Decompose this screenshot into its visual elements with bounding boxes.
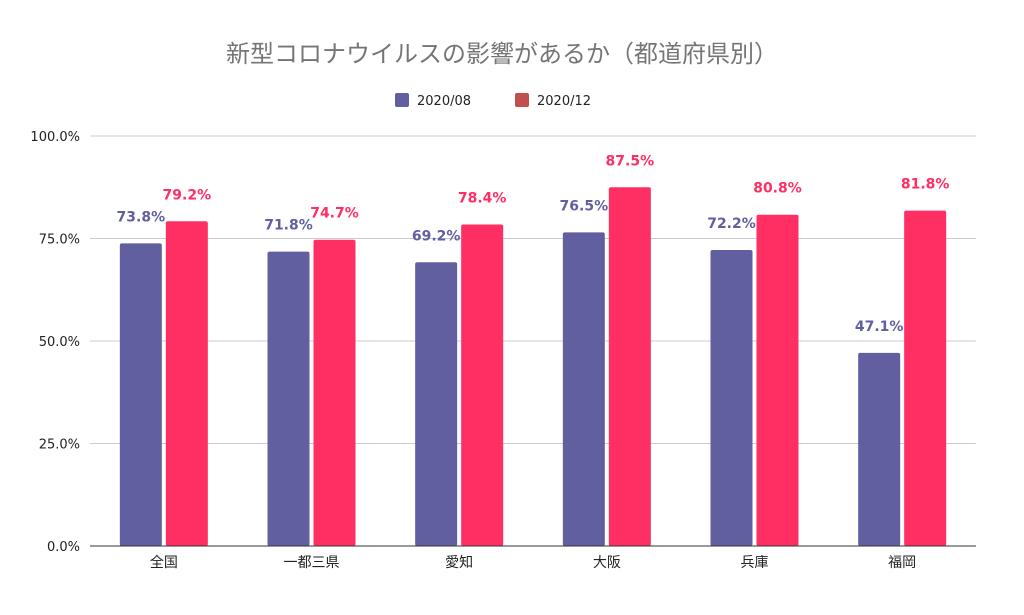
bars [119, 187, 947, 547]
chart-title: 新型コロナウイルスの影響があるか（都道府県別） [226, 40, 778, 68]
data-labels: 73.8% 79.2% 71.8%74.7% 69.2% 78.4% 76.5% 87.5%… [117, 153, 950, 335]
legend-swatch-series-1 [395, 93, 409, 107]
bar-series-1 [710, 249, 753, 547]
bar-series-2 [608, 187, 651, 546]
bar-series-2 [165, 221, 208, 546]
y-axis-ticks: 0.0% 25.0% 50.0% 75.0% 100.0% [30, 130, 80, 555]
legend-label-series-1: 2020/08 [417, 94, 471, 109]
x-category-label: 愛知 [445, 554, 473, 571]
data-label-series-2: 74.7% [310, 206, 359, 222]
data-label-series-2: 81.8% [901, 177, 950, 193]
x-category-label: 全国 [150, 554, 178, 571]
data-label-series-1: 72.2% [707, 216, 756, 232]
x-axis-categories: 全国 一都三県 愛知 大阪 兵庫 福岡 [150, 554, 916, 571]
data-label-series-1: 69.2% [412, 228, 461, 244]
data-label-series-2: 79.2% [163, 187, 212, 203]
bar-series-1 [119, 243, 162, 547]
bar-series-2 [313, 239, 356, 547]
bar-series-1 [415, 262, 458, 546]
legend-label-series-2: 2020/12 [537, 94, 591, 109]
bar-series-2 [461, 224, 504, 546]
data-label-series-1: 73.8% [117, 209, 166, 225]
bar-series-2 [904, 210, 947, 546]
bar-series-1 [562, 232, 605, 546]
x-category-label: 兵庫 [741, 554, 769, 571]
y-tick-label: 75.0% [39, 233, 80, 248]
y-tick-label: 0.0% [47, 540, 80, 555]
data-label-series-2: 87.5% [606, 153, 655, 169]
gridlines [90, 135, 976, 444]
data-label-series-1: 71.8% [264, 218, 313, 234]
data-label-series-1: 76.5% [560, 198, 609, 214]
y-tick-label: 25.0% [39, 438, 80, 453]
legend-swatch-series-2 [515, 93, 529, 107]
data-label-series-2: 78.4% [458, 191, 507, 207]
bar-series-1 [267, 251, 310, 546]
y-tick-label: 50.0% [39, 335, 80, 350]
x-category-label: 福岡 [888, 555, 916, 571]
x-category-label: 一都三県 [284, 555, 340, 571]
bar-series-1 [858, 352, 901, 546]
data-label-series-2: 80.8% [753, 181, 802, 197]
legend: 2020/08 2020/12 [395, 93, 591, 109]
y-tick-label: 100.0% [30, 130, 80, 145]
data-label-series-1: 47.1% [855, 319, 904, 335]
bar-series-2 [756, 214, 799, 546]
x-category-label: 大阪 [593, 555, 621, 571]
